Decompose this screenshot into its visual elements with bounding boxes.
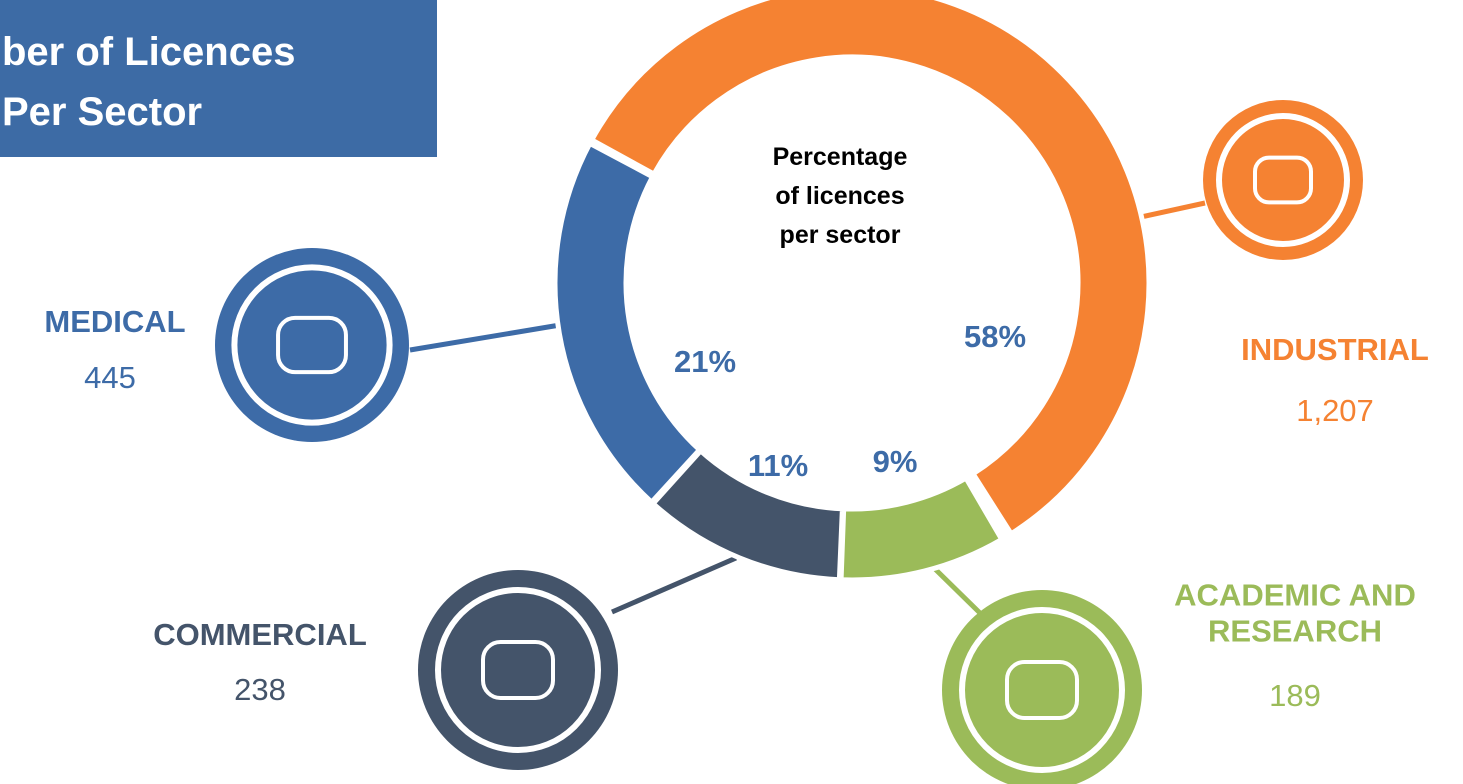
- donut-segment: [838, 474, 1006, 583]
- percent-label: 9%: [872, 444, 918, 479]
- sector-name: COMMERCIAL: [153, 617, 367, 653]
- donut-segment: [552, 140, 704, 506]
- donut-segment: [588, 0, 1152, 538]
- sector-name: MEDICAL: [44, 304, 186, 340]
- sector-name: INDUSTRIAL: [1241, 332, 1429, 368]
- icon-ring: [959, 607, 1125, 773]
- sector-count: 445: [84, 360, 136, 395]
- title-line: ber of Licences: [2, 30, 296, 74]
- center-label: Percentage of licences per sector: [772, 142, 908, 249]
- title-box: [0, 0, 437, 157]
- icon-glyph: [276, 315, 348, 375]
- sector-count: 189: [1269, 678, 1321, 713]
- percent-label: 21%: [673, 344, 737, 379]
- connector: [611, 555, 737, 615]
- icon-ring: [435, 587, 601, 753]
- sector-count: 1,207: [1296, 393, 1374, 428]
- icon-circle: [1203, 100, 1363, 260]
- sector-name: ACADEMIC AND RESEARCH: [1174, 577, 1416, 648]
- icon-glyph: [1253, 155, 1313, 205]
- icon-circle: [942, 590, 1142, 784]
- percent-label: 11%: [747, 448, 809, 483]
- icon-ring: [231, 264, 393, 426]
- percent-label: 58%: [963, 319, 1027, 354]
- icon-circle: [215, 248, 409, 442]
- icon-glyph: [1005, 660, 1079, 720]
- icon-ring: [1216, 113, 1350, 247]
- title-line: Per Sector: [2, 90, 203, 134]
- connector: [409, 322, 561, 353]
- connector: [930, 564, 984, 617]
- icon-circle: [418, 570, 618, 770]
- icon-glyph: [481, 640, 555, 700]
- sector-count: 238: [234, 672, 286, 707]
